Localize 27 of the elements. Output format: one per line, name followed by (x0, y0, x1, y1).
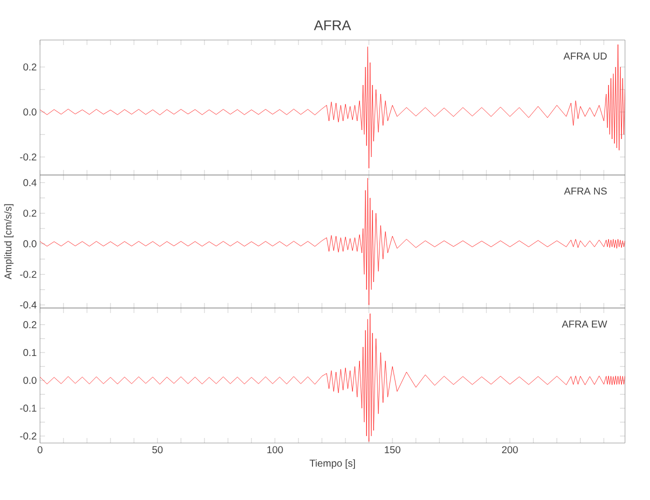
chart-title: AFRA (314, 20, 352, 30)
line-series (40, 313, 626, 442)
x-tick-label: 200 (502, 446, 518, 454)
y-axis-title: Amplitud [cm/s/s] (4, 204, 14, 280)
y-tick-label: 0.0 (23, 376, 36, 384)
x-tick-label: 0 (38, 446, 42, 454)
y-tick-label: -0.2 (20, 270, 36, 278)
x-tick-label: 50 (152, 446, 163, 454)
x-tick-label: 150 (384, 446, 400, 454)
line-series (40, 44, 626, 168)
y-tick-label: 0.2 (23, 321, 36, 328)
y-tick-label: -0.2 (20, 432, 36, 440)
y-tick-label: 0.1 (23, 349, 36, 356)
y-tick-label: 0.0 (23, 240, 36, 248)
y-tick-label: -0.4 (20, 301, 37, 308)
x-tick-label: 100 (267, 446, 283, 454)
annotation: AFRA EW (562, 320, 608, 328)
annotation: AFRA NS (564, 188, 607, 195)
line-series (40, 178, 626, 306)
y-tick-label: -0.1 (20, 404, 36, 412)
annotation: AFRA UD (563, 52, 607, 60)
x-axis-title: Tiempo [s] (310, 459, 355, 469)
y-tick-label: 0.4 (23, 179, 37, 186)
y-tick-label: 0.0 (23, 108, 36, 116)
y-tick-label: 0.2 (23, 210, 36, 217)
y-tick-label: 0.2 (23, 63, 36, 71)
y-tick-label: -0.2 (20, 153, 36, 161)
